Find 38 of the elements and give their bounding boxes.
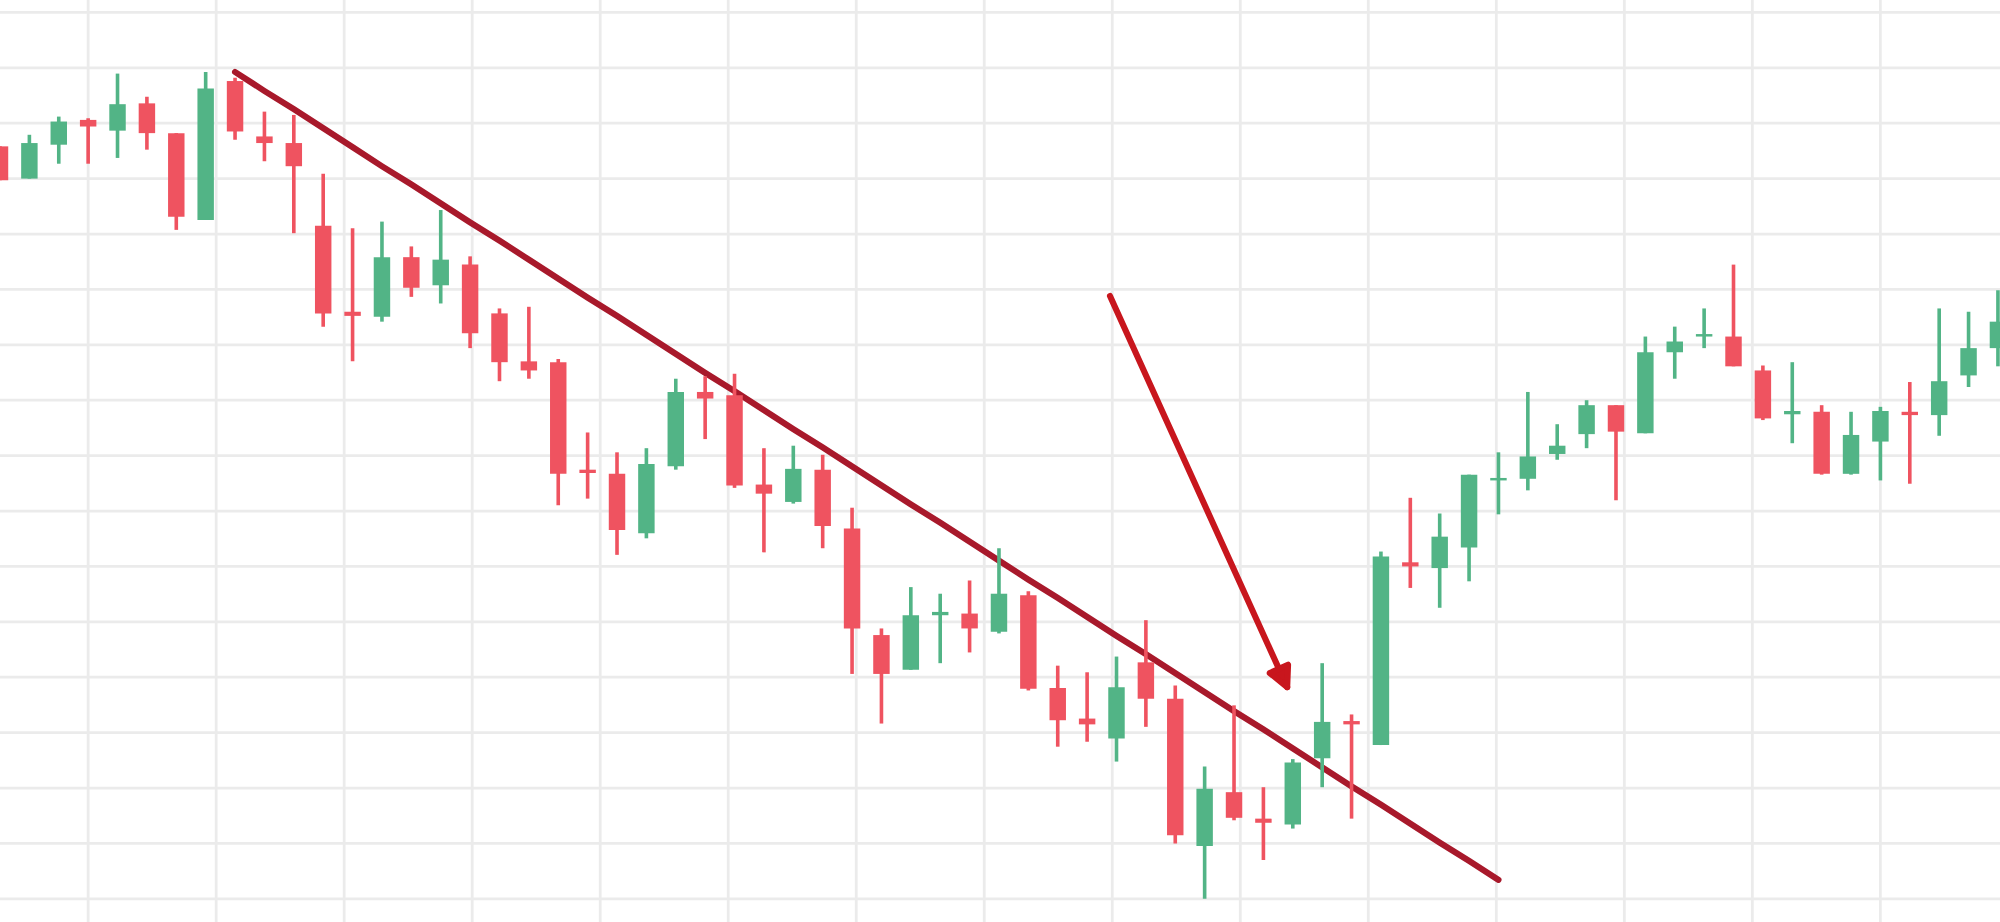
candlestick <box>1930 306 1948 438</box>
candlestick <box>1255 785 1272 862</box>
candlestick <box>755 446 773 555</box>
candlestick <box>696 374 714 441</box>
candlestick <box>1049 663 1066 749</box>
candlestick <box>1578 398 1595 450</box>
candlestick <box>785 443 802 506</box>
candlestick <box>1666 324 1683 381</box>
candlestick <box>1695 306 1713 350</box>
candlestick <box>1402 495 1419 590</box>
candlestick <box>432 208 449 306</box>
candlestick <box>1754 363 1772 422</box>
candlestick <box>344 226 361 364</box>
candlestick <box>1519 390 1537 493</box>
candlestick <box>520 304 538 381</box>
candlestick <box>1872 405 1889 483</box>
candlestick <box>109 71 126 160</box>
candlestick <box>1225 703 1243 823</box>
candlestick <box>256 109 273 164</box>
candlestick <box>403 244 420 299</box>
candlestick <box>1548 422 1566 462</box>
candlestick <box>21 132 38 181</box>
candlestick <box>1607 403 1625 503</box>
candlestick <box>579 430 596 501</box>
candlestick <box>1343 712 1360 821</box>
candlestick <box>138 94 156 152</box>
candlestick <box>79 116 97 166</box>
candlestick <box>1960 309 1977 389</box>
candlestick <box>1313 661 1331 790</box>
candlestick <box>873 626 890 726</box>
candlestick <box>1431 511 1448 610</box>
candlestick <box>1842 409 1860 477</box>
candlestick <box>1725 262 1742 369</box>
candlestick <box>961 578 978 655</box>
candlestick <box>990 546 1008 636</box>
candlestick <box>1137 618 1155 729</box>
candlestick <box>50 114 67 166</box>
candlestick <box>285 113 303 235</box>
